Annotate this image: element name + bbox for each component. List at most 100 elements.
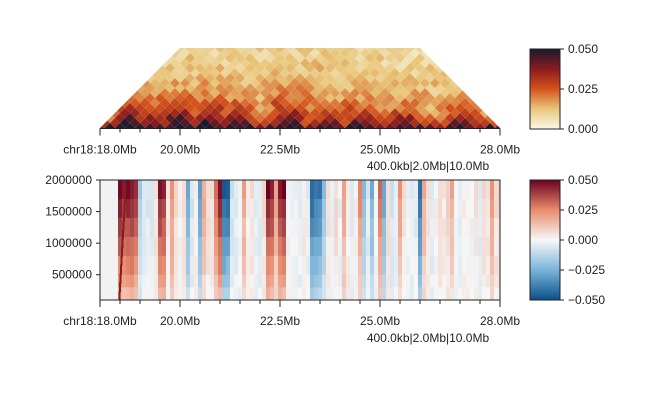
track-cell <box>462 236 467 257</box>
track-cell <box>310 217 315 238</box>
track-cell <box>490 180 495 200</box>
track-cell <box>410 287 415 300</box>
track-cell <box>478 217 483 238</box>
contact-cell <box>125 83 135 93</box>
track-cell <box>126 287 131 300</box>
contact-cell <box>405 48 415 53</box>
track-cell <box>482 274 487 288</box>
contact-cell <box>100 58 110 68</box>
track-cell <box>486 236 491 257</box>
contact-map-x-sublabel: 400.0kb|2.0Mb|10.0Mb <box>367 159 490 173</box>
track-cell <box>234 198 239 219</box>
contact-cell <box>130 68 140 78</box>
contact-cell <box>485 93 495 103</box>
track-cell <box>150 274 155 288</box>
contact-cell <box>315 48 325 53</box>
track-cell <box>338 180 343 200</box>
track-cell <box>134 198 139 219</box>
track-cell <box>430 180 435 200</box>
track-cell <box>246 255 251 276</box>
track-cell <box>290 255 295 276</box>
contact-cell <box>120 88 130 98</box>
contact-cell <box>100 48 105 53</box>
track-cell <box>206 180 211 200</box>
track-cell <box>418 287 423 300</box>
track-cell <box>234 217 239 238</box>
track-cell <box>238 274 243 288</box>
track-cell <box>442 180 447 200</box>
track-colorbar-gradient <box>529 179 561 301</box>
track-cell <box>398 287 403 300</box>
track-cell <box>346 274 351 288</box>
x-tick-label: 22.5Mb <box>260 314 300 328</box>
track-cell <box>130 198 135 219</box>
contact-cell <box>130 58 140 68</box>
track-cell <box>322 236 327 257</box>
track-cell <box>414 198 419 219</box>
track-cell <box>210 236 215 257</box>
contact-cell <box>185 48 195 53</box>
contact-cell <box>415 48 425 53</box>
contact-cell <box>445 53 455 63</box>
track-cell <box>286 180 291 200</box>
track-edge-cell <box>123 211 125 222</box>
track-cell <box>330 255 335 276</box>
track-cell <box>254 274 259 288</box>
track-cell <box>410 217 415 238</box>
track-cell <box>378 255 383 276</box>
track-cell <box>282 274 287 288</box>
track-cell <box>318 255 323 276</box>
track-cell <box>446 180 451 200</box>
track-cell <box>446 255 451 276</box>
track-cell <box>186 236 191 257</box>
track-cell <box>230 287 235 300</box>
track-cell <box>178 198 183 219</box>
track-cell <box>374 274 379 288</box>
contact-cell <box>480 58 490 68</box>
track-cell <box>442 287 447 300</box>
contact-cell <box>455 48 465 53</box>
track-cell <box>266 255 271 276</box>
track-cell <box>458 274 463 288</box>
track-cell <box>166 217 171 238</box>
x-tick-label: 25.0Mb <box>360 143 400 157</box>
track-cell <box>458 180 463 200</box>
track-cell <box>282 180 287 200</box>
track-cell <box>294 217 299 238</box>
track-cell <box>454 255 459 276</box>
track-cell <box>234 287 239 300</box>
colorbar-tick-label: −0.025 <box>568 263 605 277</box>
track-cell <box>194 287 199 300</box>
contact-cell <box>495 73 500 83</box>
contact-cell <box>485 53 495 63</box>
track-cell <box>170 180 175 200</box>
track-cell <box>306 255 311 276</box>
y-tick-label: 2000000 <box>45 173 92 187</box>
x-tick-label: chr18:18.0Mb <box>63 143 137 157</box>
track-cell <box>482 198 487 219</box>
track-cell <box>198 217 203 238</box>
track-cell <box>166 274 171 288</box>
track-cell <box>282 287 287 300</box>
contact-cell <box>475 53 485 63</box>
track-cell <box>498 255 500 276</box>
track-cell <box>334 217 339 238</box>
contact-cell <box>450 48 460 58</box>
contact-cell <box>355 48 365 53</box>
track-cell <box>274 287 279 300</box>
track-cell <box>146 274 151 288</box>
track-cell <box>186 287 191 300</box>
track-cell <box>310 198 315 219</box>
track-cell <box>466 287 471 300</box>
track-edge-cell <box>119 273 122 284</box>
track-cell <box>246 287 251 300</box>
contact-cell <box>120 48 130 58</box>
track-edge-cell <box>118 291 121 300</box>
contact-cell <box>125 63 135 73</box>
track-cell <box>174 236 179 257</box>
track-cell <box>494 236 499 257</box>
track-cell <box>438 236 443 257</box>
track-cell <box>162 217 167 238</box>
track-cell <box>394 180 399 200</box>
track-edge-cell <box>121 238 124 249</box>
